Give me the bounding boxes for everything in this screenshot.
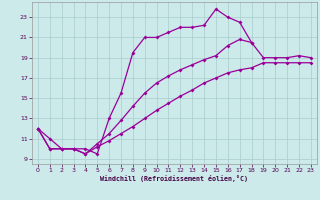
X-axis label: Windchill (Refroidissement éolien,°C): Windchill (Refroidissement éolien,°C) — [100, 175, 248, 182]
